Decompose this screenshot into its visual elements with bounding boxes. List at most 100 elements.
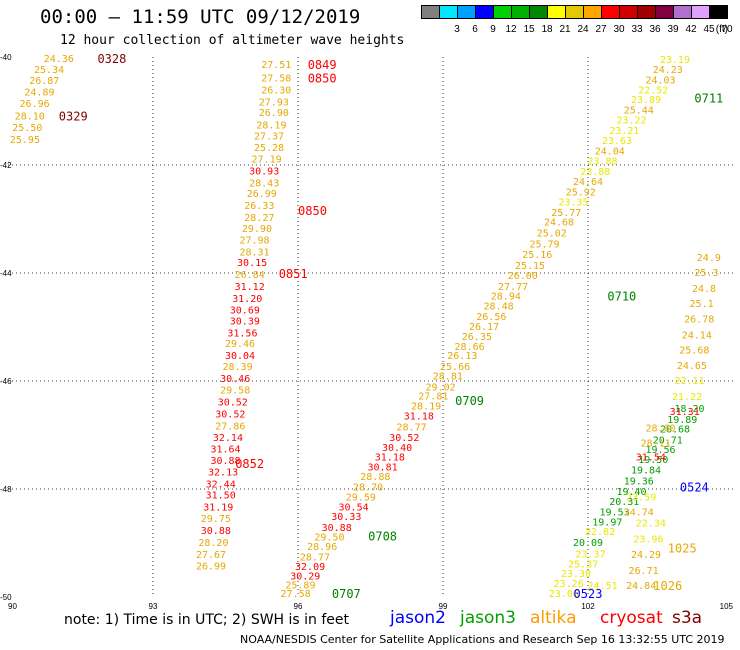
legend-jason3: jason3	[460, 608, 516, 628]
wave-height-label: 24.68	[544, 218, 574, 229]
x-tick-label: 102	[581, 602, 595, 611]
pass-time-label: 0523	[574, 587, 603, 601]
wave-height-label: 30.39	[230, 317, 260, 328]
wave-height-label: 27.58	[261, 74, 291, 85]
wave-height-label: 28.48	[484, 301, 514, 312]
wave-height-label: 28.31	[239, 247, 269, 258]
wave-height-label: 28.70	[353, 482, 383, 493]
wave-height-label: 25.16	[522, 250, 552, 261]
wave-height-label: 30.46	[220, 374, 250, 385]
wave-height-label: 30.29	[290, 571, 320, 582]
wave-height-label: 24.29	[631, 550, 661, 561]
wave-height-label: 20.68	[660, 425, 690, 436]
wave-height-label: 25.95	[10, 135, 40, 146]
wave-height-label: 28.96	[307, 542, 337, 553]
wave-height-label: 25.50	[12, 123, 42, 134]
wave-height-label: 32.13	[208, 468, 238, 479]
wave-height-label: 19.84	[631, 466, 661, 477]
wave-height-label: 26.56	[476, 312, 506, 323]
wave-height-label: 24.51	[587, 581, 617, 592]
wave-height-label: 25.02	[537, 229, 567, 240]
pass-time-label: 0851	[279, 267, 308, 281]
pass-time-label: 0524	[680, 480, 709, 494]
wave-height-label: 27.58	[281, 589, 311, 600]
wave-height-label: 29.46	[225, 339, 255, 350]
wave-height-label: 27.93	[259, 97, 289, 108]
wave-height-label: 24.03	[645, 76, 675, 87]
wave-height-label: 24.84	[626, 581, 656, 592]
wave-height-label: 23.30	[561, 569, 591, 580]
track-jason2: 24.51 23.0623.2623.3025.3723.3720.0922.82…	[549, 404, 705, 600]
legend-altika: altika	[530, 608, 577, 628]
wave-height-label: 30.15	[237, 258, 267, 269]
scale-label: 24	[577, 24, 589, 35]
scale-label: 15	[523, 24, 535, 35]
wave-height-label: 28.66	[455, 342, 485, 353]
x-tick-label: 99	[439, 602, 448, 611]
scale-label: 33	[631, 24, 643, 35]
pass-time-label: 0328	[97, 52, 126, 66]
scale-label: 21	[559, 24, 571, 35]
wave-height-label: 23.96	[633, 535, 663, 546]
wave-height-label: 24.23	[653, 65, 683, 76]
wave-height-label: 24.65	[677, 361, 707, 372]
scale-label: 70	[721, 24, 733, 35]
wave-height-label: 31.18	[375, 453, 405, 464]
scale-label: 6	[472, 24, 478, 35]
wave-height-label: 25.1	[690, 299, 714, 310]
wave-height-label: 26.96	[20, 99, 50, 110]
wave-height-label: 28.10	[15, 111, 45, 122]
y-tick-label: -50	[0, 593, 12, 602]
wave-height-label: 27.37	[254, 131, 284, 142]
wave-height-label: 29.58	[220, 386, 250, 397]
wave-height-label: 19.40	[616, 487, 646, 498]
wave-height-label: 23.89	[631, 95, 661, 106]
scale-label: 45	[703, 24, 715, 35]
wave-height-label: 20.09	[573, 538, 603, 549]
wave-height-label: 29.90	[242, 224, 272, 235]
wave-height-label: 25.68	[679, 346, 709, 357]
legend-cryosat: cryosat	[600, 608, 663, 628]
wave-height-label: 19.53	[600, 508, 630, 519]
pass-time-label: 0852	[235, 457, 264, 471]
wave-height-label: 24.36	[44, 54, 74, 65]
wave-height-label: 25.89	[285, 581, 315, 592]
wave-height-label: 25.3	[694, 268, 718, 279]
wave-height-label: 26.84	[235, 270, 265, 281]
wave-height-label: 25.15	[515, 261, 545, 272]
wave-height-label: 24.89	[24, 88, 54, 99]
pass-time-label: 0329	[59, 109, 88, 123]
wave-height-label: 20.31	[609, 497, 639, 508]
legend-jason2: jason2	[390, 608, 446, 628]
wave-height-label: 27.98	[239, 236, 269, 247]
wave-height-label: 30.52	[218, 398, 248, 409]
scale-unit: (ft)	[716, 24, 728, 35]
y-tick-label: -46	[0, 377, 12, 386]
wave-height-label: 28.39	[223, 362, 253, 373]
track-jason3: 27.5825.8930.2932.0928.7728.9629.5030.88…	[281, 55, 691, 600]
wave-height-label: 24.74	[624, 508, 654, 519]
wave-height-label: 31.12	[235, 282, 265, 293]
wave-height-label: 26.90	[259, 108, 289, 119]
color-scale-legend: 3 6 9 12 15 18 21 24 27 30 33 36 39 42 45 70(ft)	[421, 5, 733, 35]
wave-height-label: 24.64	[573, 177, 603, 188]
wave-height-label: 29.75	[201, 514, 231, 525]
wave-height-label: 30.33	[331, 512, 361, 523]
wave-height-label: 22.11	[674, 376, 704, 387]
wave-height-label: 28.19	[256, 121, 286, 132]
wave-height-label: 30.88	[322, 523, 352, 534]
wave-height-label: 27.77	[498, 282, 528, 293]
wave-height-label: 23.88	[587, 157, 617, 168]
wave-height-label: 24.8	[692, 284, 716, 295]
wave-height-label: 23.35	[558, 198, 588, 209]
wave-height-label: 23.06	[549, 589, 579, 600]
wave-height-label: 32.14	[213, 433, 243, 444]
wave-height-label: 23.21	[609, 126, 639, 137]
wave-height-label: 31.54	[636, 453, 666, 464]
scale-label: 42	[685, 24, 697, 35]
x-tick-label: 90	[8, 602, 17, 611]
y-tick-label: -40	[0, 53, 12, 62]
wave-height-label: 29.02	[426, 382, 456, 393]
wave-height-label: 26.33	[244, 201, 274, 212]
wave-height-label: 25.34	[34, 65, 64, 76]
